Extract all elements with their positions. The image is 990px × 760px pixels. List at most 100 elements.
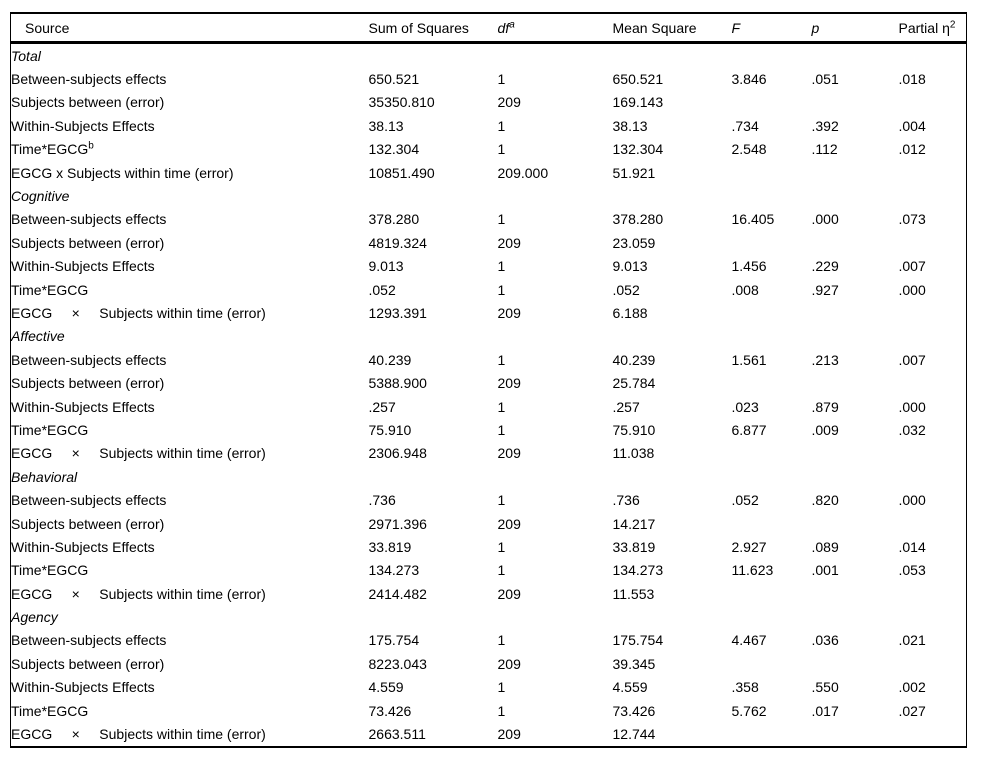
column-header-label: Mean Square	[612, 19, 697, 36]
table-row: Within-Subjects Effects 33.819 1 33.819 2.92…	[11, 535, 967, 558]
cell-eta	[899, 91, 967, 114]
cell-eta	[899, 442, 967, 465]
section-label: Total	[11, 47, 41, 64]
cell-f: 1.561	[731, 351, 767, 368]
cell-ss: 2971.396	[368, 515, 427, 532]
section-label: Agency	[11, 609, 58, 626]
cell-ss: 132.304	[368, 141, 420, 158]
cell-p	[812, 231, 899, 254]
cell-ms: 9.013	[612, 258, 648, 275]
cell-df: 209	[497, 94, 521, 111]
cell-df: 209	[497, 726, 521, 743]
section-label: Affective	[11, 328, 65, 345]
cell-f: 2.927	[731, 538, 767, 555]
cell-p	[812, 442, 899, 465]
cell-f	[732, 371, 812, 394]
cell-source: EGCG × Subjects within time (error)	[11, 585, 266, 602]
cell-ss: 9.013	[368, 258, 404, 275]
cell-ss: 4819.324	[368, 234, 427, 251]
cell-df: 209	[497, 585, 521, 602]
cell-f	[732, 161, 812, 184]
cell-eta: .007	[898, 258, 926, 275]
cell-eta: .012	[898, 141, 926, 158]
cell-p: .927	[811, 281, 839, 298]
section-row-affective: Affective	[11, 325, 967, 348]
cell-df: 209	[497, 234, 521, 251]
table-row: EGCG x Subjects within time (error) 10851…	[11, 161, 967, 184]
cell-p	[812, 161, 899, 184]
cell-ss: 2414.482	[368, 585, 427, 602]
cell-source: Within-Subjects Effects	[11, 398, 155, 415]
cell-ms: 6.188	[612, 304, 648, 321]
cell-ss: 650.521	[368, 71, 420, 88]
cell-df: 209	[497, 375, 521, 392]
cell-ss: 35350.810	[368, 94, 435, 111]
header-superscript: a	[509, 18, 515, 30]
cell-eta: .000	[898, 281, 926, 298]
cell-ms: 33.819	[612, 538, 656, 555]
cell-p: .213	[811, 351, 839, 368]
cell-eta: .007	[898, 351, 926, 368]
cell-p: .879	[811, 398, 839, 415]
cell-f: 2.548	[731, 141, 767, 158]
table-row: Subjects between (error) 2971.396 209 14.21…	[11, 512, 967, 535]
cell-ms: .736	[612, 492, 640, 509]
cell-source: Time*EGCG	[11, 421, 89, 438]
cell-df: 1	[497, 141, 506, 158]
cell-f	[732, 442, 812, 465]
cell-source: Between-subjects effects	[11, 211, 167, 228]
cell-eta	[899, 301, 967, 324]
cell-source: Between-subjects effects	[11, 71, 167, 88]
cell-ms: .257	[612, 398, 640, 415]
cell-ms: 73.426	[612, 702, 656, 719]
cell-ss: 40.239	[368, 351, 412, 368]
cell-df: 1	[497, 398, 506, 415]
table-row: EGCG × Subjects within time (error) 2306.…	[11, 442, 967, 465]
cell-ms: 650.521	[612, 71, 664, 88]
cell-source: Time*EGCG	[11, 702, 89, 719]
section-row-agency: Agency	[11, 605, 967, 628]
cell-ms: 134.273	[612, 562, 664, 579]
cell-ss: 73.426	[368, 702, 412, 719]
cell-p: .820	[811, 492, 839, 509]
cell-eta: .027	[898, 702, 926, 719]
cell-p	[812, 512, 899, 535]
cell-f: 5.762	[731, 702, 767, 719]
cell-ss: .736	[368, 492, 396, 509]
table-row: Subjects between (error) 8223.043 209 39.34…	[11, 652, 967, 675]
cell-f: 16.405	[731, 211, 775, 228]
table-row: Between-subjects effects 650.521 1 650.521 3…	[11, 67, 967, 90]
cell-df: 1	[497, 492, 506, 509]
cell-eta: .002	[898, 679, 926, 696]
cell-ms: 11.038	[612, 445, 655, 462]
table-row: Between-subjects effects .736 1 .736 .052 .82…	[11, 488, 967, 511]
cell-df: 1	[497, 281, 506, 298]
cell-source: Between-subjects effects	[11, 632, 167, 649]
section-row-behavioral: Behavioral	[11, 465, 967, 488]
cell-p	[812, 91, 899, 114]
column-header-label: dfa	[497, 18, 515, 36]
table-row: EGCG × Subjects within time (error) 1293.…	[11, 301, 967, 324]
cell-df: 1	[497, 702, 506, 719]
cell-df: 209.000	[497, 164, 549, 181]
cell-ms: 12.744	[612, 726, 656, 743]
cell-df: 209	[497, 515, 521, 532]
table-row: Between-subjects effects 378.280 1 378.280 1…	[11, 208, 967, 231]
cell-source: Within-Subjects Effects	[11, 117, 155, 134]
cell-df: 209	[497, 304, 521, 321]
cell-ms: 38.13	[612, 117, 648, 134]
cell-eta	[899, 722, 967, 746]
column-header-ss: Sum of Squares	[368, 13, 498, 44]
cell-p: .036	[811, 632, 839, 649]
cell-eta: .000	[898, 492, 926, 509]
cell-p: .051	[811, 71, 839, 88]
cell-df: 1	[497, 538, 506, 555]
cell-ms: 25.784	[612, 375, 656, 392]
cell-eta	[899, 652, 967, 675]
cell-df: 1	[497, 211, 506, 228]
cell-eta: .021	[898, 632, 926, 649]
cell-f	[732, 512, 812, 535]
cell-source: Subjects between (error)	[11, 234, 165, 251]
column-header-df: dfa	[497, 13, 613, 44]
cell-eta: .018	[898, 71, 926, 88]
